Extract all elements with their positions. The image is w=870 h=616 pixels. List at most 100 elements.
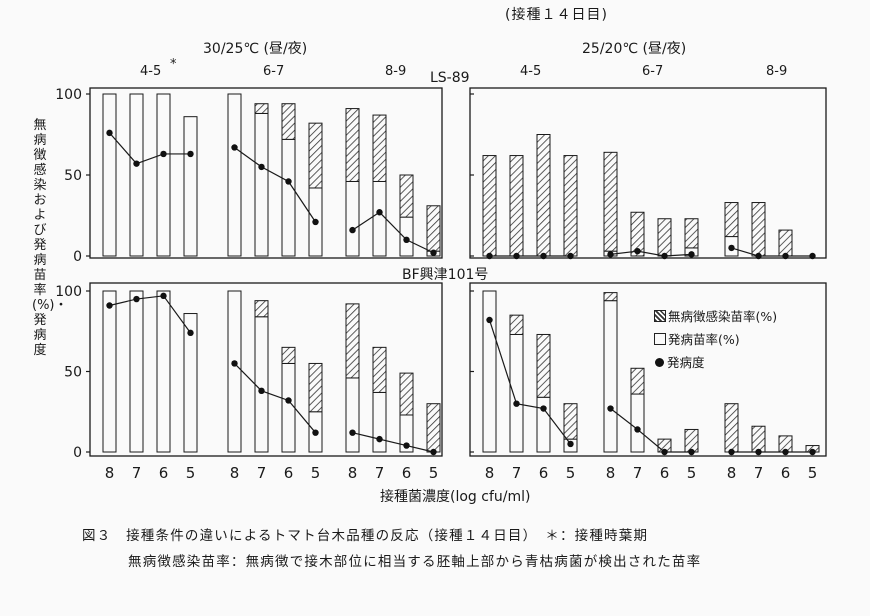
x-tick-label: 5 xyxy=(311,464,321,482)
panel-frame xyxy=(469,87,827,259)
severity-line xyxy=(610,408,692,453)
bar-diseased xyxy=(183,116,198,257)
bar-latent xyxy=(509,155,524,257)
bar-latent xyxy=(684,428,699,453)
leaf-stage-label: 4-5 xyxy=(520,64,542,79)
bar-latent xyxy=(536,333,551,398)
bar-diseased xyxy=(345,180,360,257)
bar-latent xyxy=(724,202,739,238)
bar-latent xyxy=(563,155,578,257)
bar-latent xyxy=(399,372,414,416)
severity-point xyxy=(728,448,735,456)
x-tick-label: 7 xyxy=(633,464,643,482)
bar-latent xyxy=(603,151,618,252)
severity-point xyxy=(634,426,641,433)
bar-latent xyxy=(603,292,618,302)
bar-latent xyxy=(482,155,497,257)
x-tick-label: 7 xyxy=(512,464,522,482)
bar-diseased xyxy=(102,93,117,257)
bar-diseased xyxy=(102,290,117,453)
bar-latent xyxy=(281,346,296,364)
y-tick-label: 50 xyxy=(64,365,82,381)
leaf-stage-label: 6-7 xyxy=(642,64,664,79)
bar-latent xyxy=(426,403,441,453)
bar-latent xyxy=(308,122,323,189)
severity-point xyxy=(376,435,383,443)
leaf-stage-label: 8-9 xyxy=(766,64,788,79)
bar-diseased xyxy=(156,290,171,453)
severity-point xyxy=(607,405,614,412)
y-tick-label: 100 xyxy=(55,87,82,103)
x-tick-label: 6 xyxy=(781,464,791,482)
severity-line xyxy=(352,432,434,453)
severity-point xyxy=(486,316,493,324)
bar-latent xyxy=(751,202,766,257)
leaf-stage-label: 8-9 xyxy=(385,64,407,79)
x-tick-label: 8 xyxy=(230,464,240,482)
bar-diseased xyxy=(482,290,497,453)
x-tick-label: 5 xyxy=(808,464,818,482)
x-tick-label: 6 xyxy=(159,464,169,482)
variety-label-bottom: BF興津101号 xyxy=(400,264,491,284)
condition-label-cool: 25/20℃ (昼/夜) xyxy=(582,41,687,57)
x-tick-label: 7 xyxy=(257,464,267,482)
bar-latent xyxy=(536,134,551,257)
severity-point xyxy=(285,397,292,404)
severity-point xyxy=(187,329,194,337)
severity-point xyxy=(187,150,194,158)
figure-caption-line1: 図３ 接種条件の違いによるトマト台木品種の反応（接種１４日目） ＊：接種時葉期 xyxy=(82,528,649,544)
severity-point xyxy=(160,150,167,158)
panel-frame xyxy=(89,87,443,259)
x-tick-label: 7 xyxy=(754,464,764,482)
bar-latent xyxy=(372,346,387,393)
severity-point xyxy=(755,448,762,456)
severity-point xyxy=(285,178,292,185)
x-axis-label: 接種菌濃度(log cfu/ml) xyxy=(380,489,531,505)
x-tick-label: 5 xyxy=(186,464,196,482)
severity-point xyxy=(688,251,695,258)
severity-point xyxy=(430,448,437,456)
x-tick-label: 7 xyxy=(375,464,385,482)
bar-latent xyxy=(724,403,739,453)
severity-line xyxy=(109,132,191,165)
x-tick-label: 6 xyxy=(539,464,549,482)
severity-point xyxy=(661,252,668,260)
severity-point xyxy=(540,252,547,260)
y-tick-label: 0 xyxy=(73,445,82,461)
x-tick-label: 8 xyxy=(727,464,737,482)
severity-point xyxy=(312,429,319,436)
bar-diseased xyxy=(372,391,387,453)
severity-line xyxy=(234,363,316,434)
bar-latent xyxy=(563,403,578,440)
severity-point xyxy=(513,252,520,260)
y-tick-label: 50 xyxy=(64,168,82,184)
severity-point xyxy=(106,129,113,137)
bar-diseased xyxy=(603,300,618,453)
severity-point xyxy=(661,448,668,456)
severity-point xyxy=(349,226,356,234)
severity-point xyxy=(540,405,547,412)
bar-diseased xyxy=(372,180,387,257)
figure-caption-line2: 無病徴感染苗率：無病徴で接木部位に相当する胚軸上部から青枯病菌が検出された苗率 xyxy=(128,554,702,570)
severity-point xyxy=(809,448,816,456)
legend-severity-label: 発病度 xyxy=(667,355,705,370)
bar-latent xyxy=(254,300,269,318)
severity-line xyxy=(610,250,692,257)
severity-point xyxy=(782,252,789,260)
severity-point xyxy=(160,292,167,300)
bar-latent xyxy=(426,205,441,252)
bar-latent xyxy=(399,174,414,218)
condition-label-warm: 30/25℃ (昼/夜) xyxy=(203,41,308,57)
days-note: (接種１４日目) xyxy=(505,7,608,23)
bar-diseased xyxy=(129,290,144,453)
severity-point xyxy=(634,247,641,255)
bar-diseased xyxy=(630,393,645,453)
legend-dot-icon xyxy=(655,358,664,367)
x-tick-label: 5 xyxy=(566,464,576,482)
bar-latent xyxy=(345,108,360,182)
severity-point xyxy=(376,209,383,216)
y-axis-label: 無病徴感染および発病苗率(%)・発病度 xyxy=(32,118,68,358)
severity-point xyxy=(231,360,238,367)
severity-point xyxy=(567,252,574,260)
